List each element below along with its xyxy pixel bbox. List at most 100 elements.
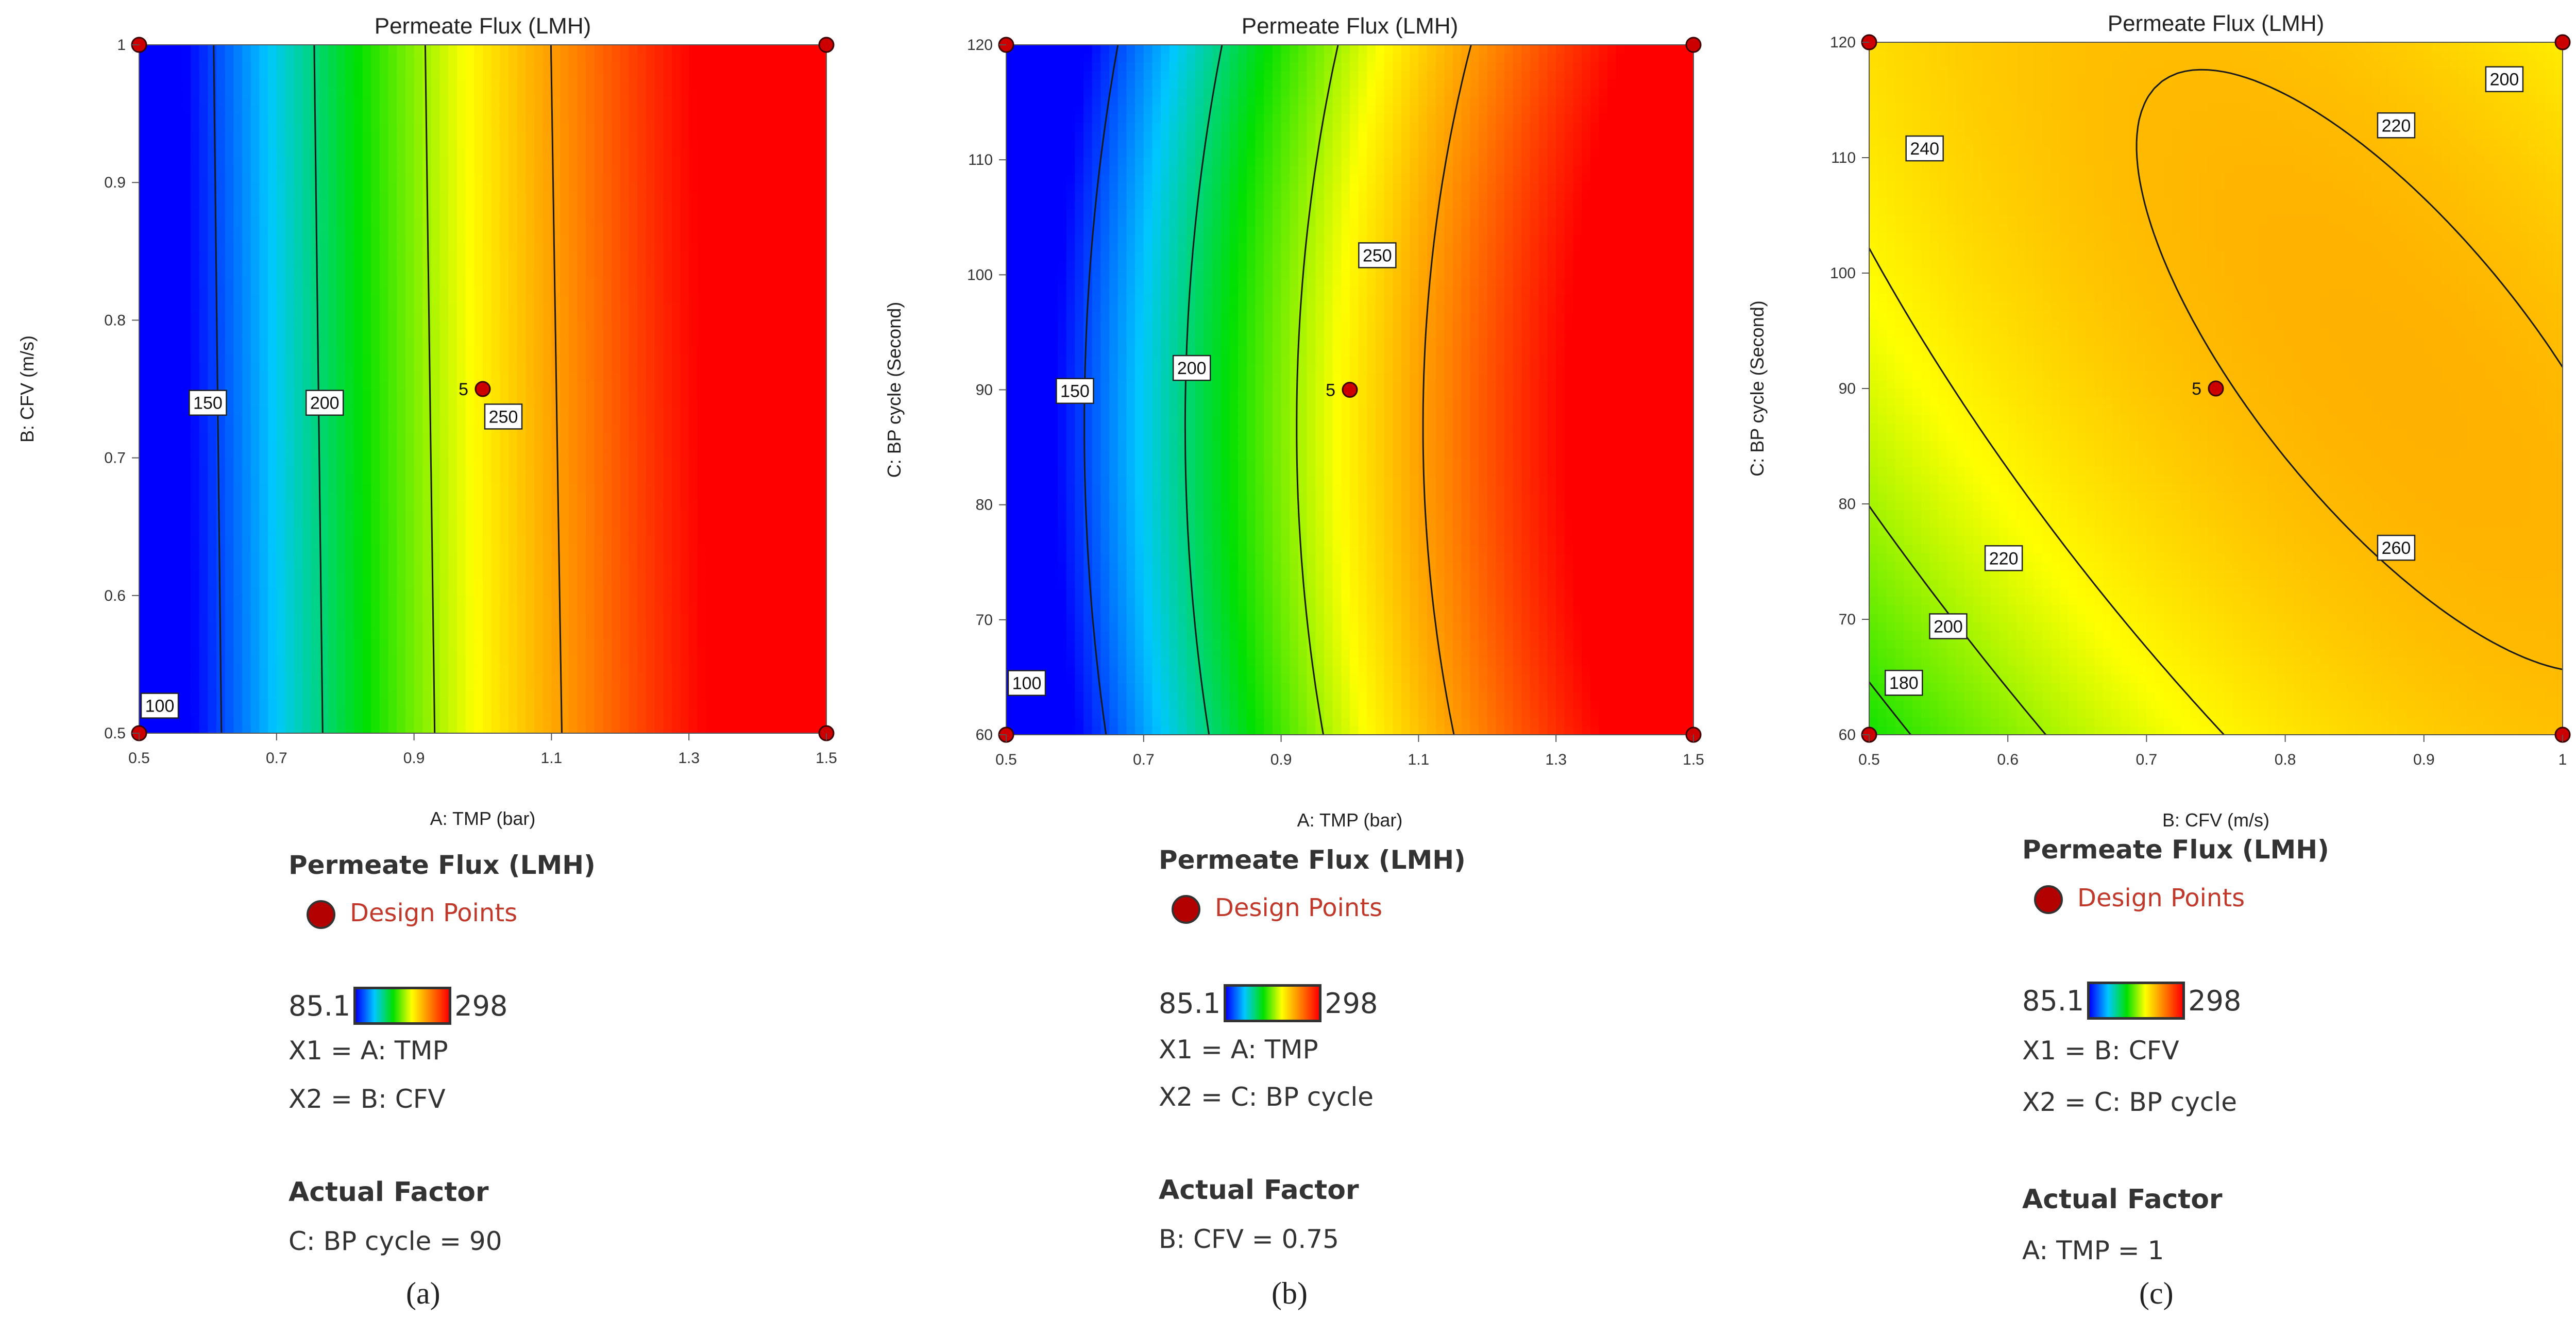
colorbar-max: 298: [454, 989, 508, 1022]
panel-label-b: (b): [1272, 1276, 1308, 1310]
contour-line-220: [1868, 247, 2225, 735]
contour-label: 100: [1007, 670, 1046, 696]
x-tick-label: 1.1: [541, 750, 563, 767]
contour-label-text: 250: [1363, 246, 1392, 265]
x-axis-label: A: TMP (bar): [430, 808, 536, 829]
panel-label-c: (c): [2139, 1276, 2174, 1310]
contour-label-text: 150: [193, 394, 223, 413]
legend-actual-factor: B: CFV = 0.75: [1159, 1224, 1339, 1254]
x-tick-label: 1: [2558, 751, 2567, 768]
contour-plot-c: 180 200 200 220 220 240 260 5 0.5 0.6 0.7 0.8 0.9 1 60…: [1747, 11, 2571, 831]
chart-title: Permeate Flux (LMH): [2108, 11, 2325, 36]
legend-design-points-label: Design Points: [1215, 893, 1383, 922]
contour-line-150: [313, 44, 324, 734]
contour-label-text: 100: [1012, 674, 1042, 694]
y-tick-label: 120: [1830, 34, 1856, 51]
y-axis-label: C: BP cycle (Second): [884, 302, 905, 478]
contour-label: 200: [2485, 66, 2524, 92]
x-tick-label: 0.5: [1858, 751, 1880, 768]
design-point-marker-icon: [307, 900, 335, 929]
contour-plot-a: 100 150 200 250 5 0.5 0.7 0.9 1.1 1.3 1.5 0.5 0.6 0.7…: [16, 13, 837, 829]
y-tick-label: 1: [117, 37, 126, 54]
contour-label-text: 250: [489, 407, 518, 427]
y-tick-label: 120: [967, 37, 993, 54]
y-tick-label: 80: [976, 497, 993, 514]
y-tick-label: 110: [1831, 149, 1856, 166]
y-tick-label: 0.6: [104, 587, 126, 604]
x-axis-label: A: TMP (bar): [1297, 809, 1403, 831]
contour-plot-b: 100 150 200 250 5 0.5 0.7 0.9 1.1 1.3 1.5 60 70 80 90 1…: [884, 13, 1704, 831]
contour-line-100: [1083, 44, 1119, 735]
y-tick-label: 0.5: [104, 725, 126, 742]
contour-label: 240: [1905, 135, 1944, 162]
legend-x1: X1 = A: TMP: [1159, 1035, 1318, 1064]
contour-label: 150: [1056, 378, 1094, 404]
y-tick-label: 70: [1839, 611, 1856, 628]
contour-label-text: 180: [1889, 673, 1919, 693]
contour-label-text: 200: [1177, 359, 1207, 378]
contour-label: 250: [1358, 242, 1397, 268]
design-point: [2554, 34, 2571, 50]
design-point: [2208, 380, 2224, 397]
y-tick-label: 90: [1839, 380, 1856, 397]
contour-line-250: [1422, 44, 1472, 735]
legend-x1: X1 = A: TMP: [289, 1036, 448, 1066]
x-tick-label: 0.5: [128, 750, 150, 767]
design-point: [474, 381, 491, 397]
design-point-marker-icon: [2034, 885, 2063, 914]
legend-actual-factor: C: BP cycle = 90: [289, 1226, 502, 1256]
legend-title: Permeate Flux (LMH): [1159, 845, 1466, 875]
x-tick-label: 1.1: [1408, 751, 1430, 768]
panel-a: 100 150 200 250 5 0.5 0.7 0.9 1.1 1.3 1.5 0.5 0.6 0.7…: [0, 0, 861, 1318]
legend-x2: X2 = C: BP cycle: [1159, 1082, 1374, 1112]
colorbar-gradient: [1224, 984, 1322, 1022]
legend-colorbar: 85.1 298: [2022, 982, 2241, 1020]
x-tick-label: 0.9: [1270, 751, 1292, 768]
contour-line-180: [1868, 681, 1911, 735]
contour-label: 250: [484, 403, 523, 430]
y-axis-label: C: BP cycle (Second): [1747, 300, 1768, 476]
design-point-label: 5: [2192, 379, 2201, 399]
contour-label-text: 260: [2382, 538, 2411, 558]
legend-design-points: Design Points: [307, 899, 517, 929]
contour-label-text: 200: [310, 394, 340, 413]
y-axis-label: B: CFV (m/s): [16, 335, 38, 443]
legend-x1: X1 = B: CFV: [2022, 1036, 2179, 1066]
x-tick-label: 0.7: [266, 750, 287, 767]
y-tick-label: 80: [1839, 496, 1856, 513]
design-point: [1685, 37, 1702, 53]
contour-line-200: [424, 44, 436, 734]
legend-title: Permeate Flux (LMH): [2022, 835, 2329, 865]
x-tick-label: 0.6: [1997, 751, 2019, 768]
legend-x2: X2 = C: BP cycle: [2022, 1087, 2237, 1117]
colorbar-gradient: [353, 987, 452, 1025]
contour-label: 260: [2377, 534, 2416, 561]
contour-label-text: 100: [145, 697, 175, 716]
contour-line-200: [1296, 44, 1339, 735]
colorbar-max: 298: [2188, 984, 2242, 1017]
contour-label-text: 200: [1934, 617, 1963, 636]
colorbar-min: 85.1: [289, 989, 351, 1022]
legend-x2: X2 = B: CFV: [289, 1084, 446, 1114]
x-tick-label: 1.3: [1545, 751, 1567, 768]
heatmap-cells: [1869, 42, 2563, 735]
y-tick-label: 0.8: [104, 312, 126, 329]
colorbar-min: 85.1: [2022, 984, 2084, 1017]
y-tick-label: 100: [967, 266, 993, 283]
x-tick-label: 1.5: [816, 750, 837, 767]
heatmap-cells: [139, 45, 827, 734]
contour-label-text: 220: [2382, 116, 2411, 136]
panel-b: 100 150 200 250 5 0.5 0.7 0.9 1.1 1.3 1.5 60 70 80 90 1…: [861, 0, 1722, 1318]
design-point: [818, 37, 835, 53]
design-point-label: 5: [459, 380, 468, 399]
design-point-label: 5: [1326, 381, 1335, 400]
plot-frame: [139, 44, 827, 734]
legend-title: Permeate Flux (LMH): [289, 850, 596, 880]
x-tick-label: 1.3: [678, 750, 700, 767]
contour-label: 200: [1172, 354, 1211, 381]
contour-label: 200: [1929, 613, 1968, 639]
x-tick-label: 0.7: [1133, 751, 1155, 768]
contour-label-text: 200: [2490, 70, 2519, 90]
x-tick-label: 0.9: [403, 750, 425, 767]
chart-title: Permeate Flux (LMH): [375, 13, 591, 39]
